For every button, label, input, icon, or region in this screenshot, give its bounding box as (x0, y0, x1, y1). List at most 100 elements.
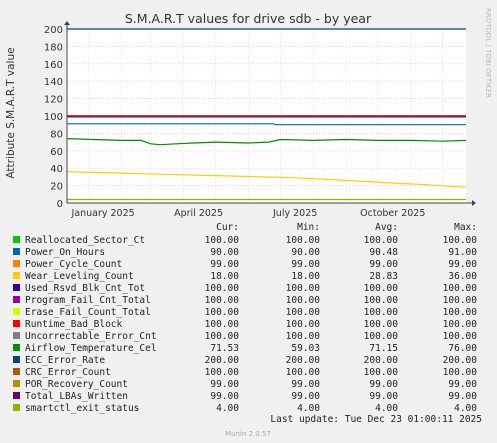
legend-swatch (13, 260, 20, 267)
cur-value: 99.00 (210, 259, 239, 270)
legend-label: Reallocated_Sector_Ct (25, 235, 145, 246)
min-value: 200.00 (286, 355, 321, 366)
max-value: 4.00 (454, 403, 477, 414)
legend-swatch (13, 284, 20, 291)
avg-value: 100.00 (364, 367, 399, 378)
cur-value: 18.00 (210, 271, 239, 282)
x-axis-arrow (472, 200, 476, 206)
x-tick-label: July 2025 (272, 208, 317, 219)
cur-value: 100.00 (205, 235, 240, 246)
min-value: 99.00 (291, 379, 320, 390)
x-tick-label: January 2025 (70, 208, 134, 219)
legend-table: Reallocated_Sector_Ct 100.00 100.00 100.00 1… (13, 235, 477, 414)
y-tick-label: 0 (57, 199, 63, 210)
legend-row: Wear_Leveling_Count 18.00 18.00 28.83 36.00 (13, 271, 477, 282)
max-value: 36.00 (448, 271, 477, 282)
cur-value: 99.00 (210, 391, 239, 402)
legend-swatch (13, 248, 20, 255)
legend-label: Runtime_Bad_Block (25, 319, 123, 330)
legend-row: Airflow_Temperature_Cel 71.53 59.03 71.15 76… (13, 343, 477, 354)
series-power-on-hours (67, 123, 466, 126)
avg-value: 90.48 (369, 247, 398, 258)
y-tick-label: 180 (44, 42, 63, 53)
legend-row: Power_On_Hours 90.00 90.00 90.48 91.00 (13, 247, 477, 258)
avg-value: 99.00 (369, 391, 398, 402)
cur-value: 90.00 (210, 247, 239, 258)
legend-label: Airflow_Temperature_Cel (25, 343, 157, 354)
chart-title: S.M.A.R.T values for drive sdb - by year (125, 11, 372, 26)
legend-swatch (13, 368, 20, 375)
max-value: 76.00 (448, 343, 477, 354)
legend-label: ECC_Error_Rate (25, 355, 105, 366)
legend-table-header: Cur: Min: Avg: Max: (216, 222, 477, 233)
min-value: 100.00 (286, 295, 321, 306)
min-value: 100.00 (286, 283, 321, 294)
y-tick-label: 100 (44, 112, 63, 123)
legend-label: CRC_Error_Count (25, 367, 111, 378)
legend-swatch (13, 404, 20, 411)
y-tick-label: 40 (50, 164, 63, 175)
legend-row: Power_Cycle_Count 99.00 99.00 99.00 99.00 (13, 259, 477, 270)
watermark: RRDTOOL / TOBI OETIKER (484, 8, 492, 98)
min-value: 100.00 (286, 367, 321, 378)
avg-value: 100.00 (364, 307, 399, 318)
legend-swatch (13, 308, 20, 315)
cur-value: 100.00 (205, 331, 240, 342)
cur-value: 99.00 (210, 379, 239, 390)
legend-row: Used_Rsvd_Blk_Cnt_Tot 100.00 100.00 100.00 1… (13, 283, 477, 294)
legend-label: Power_On_Hours (25, 247, 105, 258)
avg-value: 100.00 (364, 283, 399, 294)
footer: Munin 2.0.57 (225, 430, 271, 438)
last-update: Last update: Tue Dec 23 01:00:11 2025 (270, 414, 482, 425)
y-tick-label: 160 (44, 60, 63, 71)
series-wear-leveling-count (66, 171, 467, 188)
legend-swatch (13, 344, 20, 351)
legend-row: smartctl_exit_status 4.00 4.00 4.00 4.00 (13, 403, 477, 414)
cur-value: 100.00 (205, 295, 240, 306)
cur-value: 200.00 (205, 355, 240, 366)
table-header-cur: Cur: (216, 222, 239, 233)
min-value: 100.00 (286, 331, 321, 342)
max-value: 100.00 (443, 235, 478, 246)
legend-row: CRC_Error_Count 100.00 100.00 100.00 100.00 (13, 367, 477, 378)
legend-label: Erase_Fail_Count_Total (25, 307, 151, 318)
max-value: 100.00 (443, 367, 478, 378)
y-tick-label: 80 (50, 129, 63, 140)
max-value: 99.00 (448, 391, 477, 402)
min-value: 100.00 (286, 235, 321, 246)
avg-value: 100.00 (364, 235, 399, 246)
min-value: 99.00 (291, 259, 320, 270)
avg-value: 100.00 (364, 295, 399, 306)
legend-row: Uncorrectable_Error_Cnt 100.00 100.00 100.0… (13, 331, 477, 342)
legend-swatch (13, 236, 20, 243)
table-header-min: Min: (297, 222, 320, 233)
tick-labels: 0 20 40 60 80 100 120 140 160 180 200 January 2025 A… (44, 25, 425, 219)
min-value: 100.00 (286, 319, 321, 330)
legend-swatch (13, 320, 20, 327)
legend-row: Runtime_Bad_Block 100.00 100.00 100.00 100.0… (13, 319, 477, 330)
legend-label: POR_Recovery_Count (25, 379, 128, 390)
series-group (66, 28, 467, 201)
legend-label: Uncorrectable_Error_Cnt (25, 331, 157, 342)
legend-row: Total_LBAs_Written 99.00 99.00 99.00 99.00 (13, 391, 477, 402)
legend-swatch (13, 296, 20, 303)
min-value: 90.00 (291, 247, 320, 258)
avg-value: 99.00 (369, 379, 398, 390)
table-header-max: Max: (454, 222, 477, 233)
table-header-avg: Avg: (375, 222, 398, 233)
legend-label: Total_LBAs_Written (25, 391, 128, 402)
y-tick-label: 200 (44, 25, 63, 36)
legend-label: Program_Fail_Cnt_Total (25, 295, 151, 306)
min-value: 4.00 (297, 403, 320, 414)
legend-swatch (13, 356, 20, 363)
legend-row: Reallocated_Sector_Ct 100.00 100.00 100.00 1… (13, 235, 477, 246)
legend-swatch (13, 392, 20, 399)
legend-row: Erase_Fail_Count_Total 100.00 100.00 100.00… (13, 307, 477, 318)
y-tick-label: 20 (50, 182, 63, 193)
legend-row: ECC_Error_Rate 200.00 200.00 200.00 200.00 (13, 355, 477, 366)
legend-label: smartctl_exit_status (25, 403, 139, 414)
avg-value: 200.00 (364, 355, 399, 366)
cur-value: 4.00 (216, 403, 239, 414)
cur-value: 100.00 (205, 283, 240, 294)
